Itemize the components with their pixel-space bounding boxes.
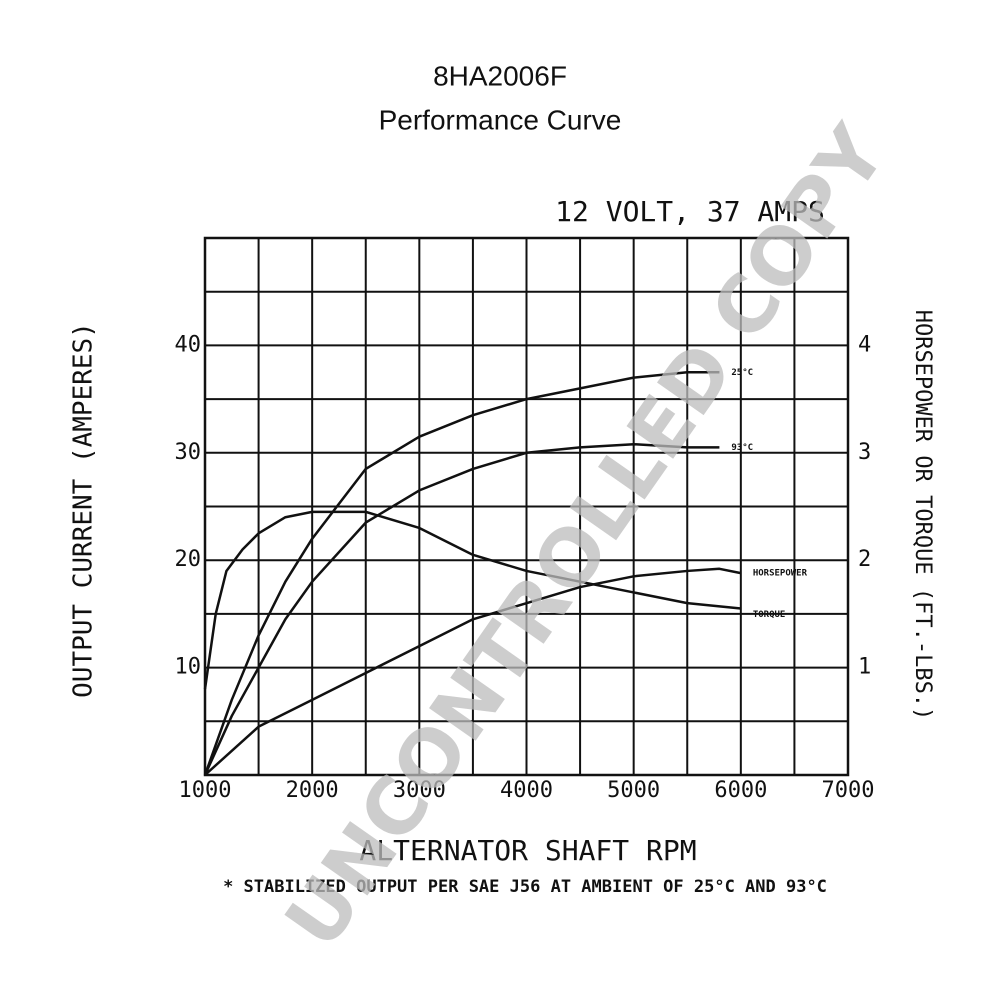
y-tick-label: 30 <box>175 440 202 465</box>
y-tick-label: 10 <box>175 655 202 680</box>
x-tick-label: 3000 <box>393 778 446 803</box>
plot-area: 1000 2000 3000 4000 5000 6000 7000 10 20 30 40 1 2 3 4… <box>175 236 875 803</box>
y2-tick-label: 3 <box>858 440 871 465</box>
x-tick-label: 4000 <box>500 778 553 803</box>
curve-label: HORSEPOWER <box>753 569 808 579</box>
x-tick-label: 2000 <box>286 778 339 803</box>
chart-subtitle: Performance Curve <box>379 104 622 135</box>
curve-label: TORQUE <box>753 610 786 620</box>
y-tick-label: 20 <box>175 547 202 572</box>
y2-tick-label: 4 <box>858 332 871 357</box>
y-axis-label: OUTPUT CURRENT (AMPERES) <box>69 322 99 698</box>
x-axis-label: ALTERNATOR SHAFT RPM <box>359 834 696 867</box>
x-tick-label: 1000 <box>179 778 232 803</box>
curve-label: 25°C <box>731 368 753 378</box>
plot-frame <box>203 236 850 777</box>
series-line <box>203 371 720 776</box>
plot-title: 12 VOLT, 37 AMPS <box>555 195 825 228</box>
series-line <box>203 510 741 690</box>
x-tick-label: 7000 <box>822 778 875 803</box>
y2-tick-label: 2 <box>858 547 871 572</box>
x-tick-label: 6000 <box>714 778 767 803</box>
series-line <box>204 567 742 776</box>
x-tick-label: 5000 <box>607 778 660 803</box>
curve-label: 93°C <box>731 443 753 453</box>
y2-tick-label: 1 <box>858 655 871 680</box>
y2-axis-label: HORSEPOWER OR TORQUE (FT.-LBS.) <box>910 310 935 721</box>
footnote: * STABILIZED OUTPUT PER SAE J56 AT AMBIE… <box>223 877 827 897</box>
y-tick-label: 40 <box>175 332 202 357</box>
chart-title: 8HA2006F <box>433 60 567 91</box>
series-line <box>203 442 720 776</box>
